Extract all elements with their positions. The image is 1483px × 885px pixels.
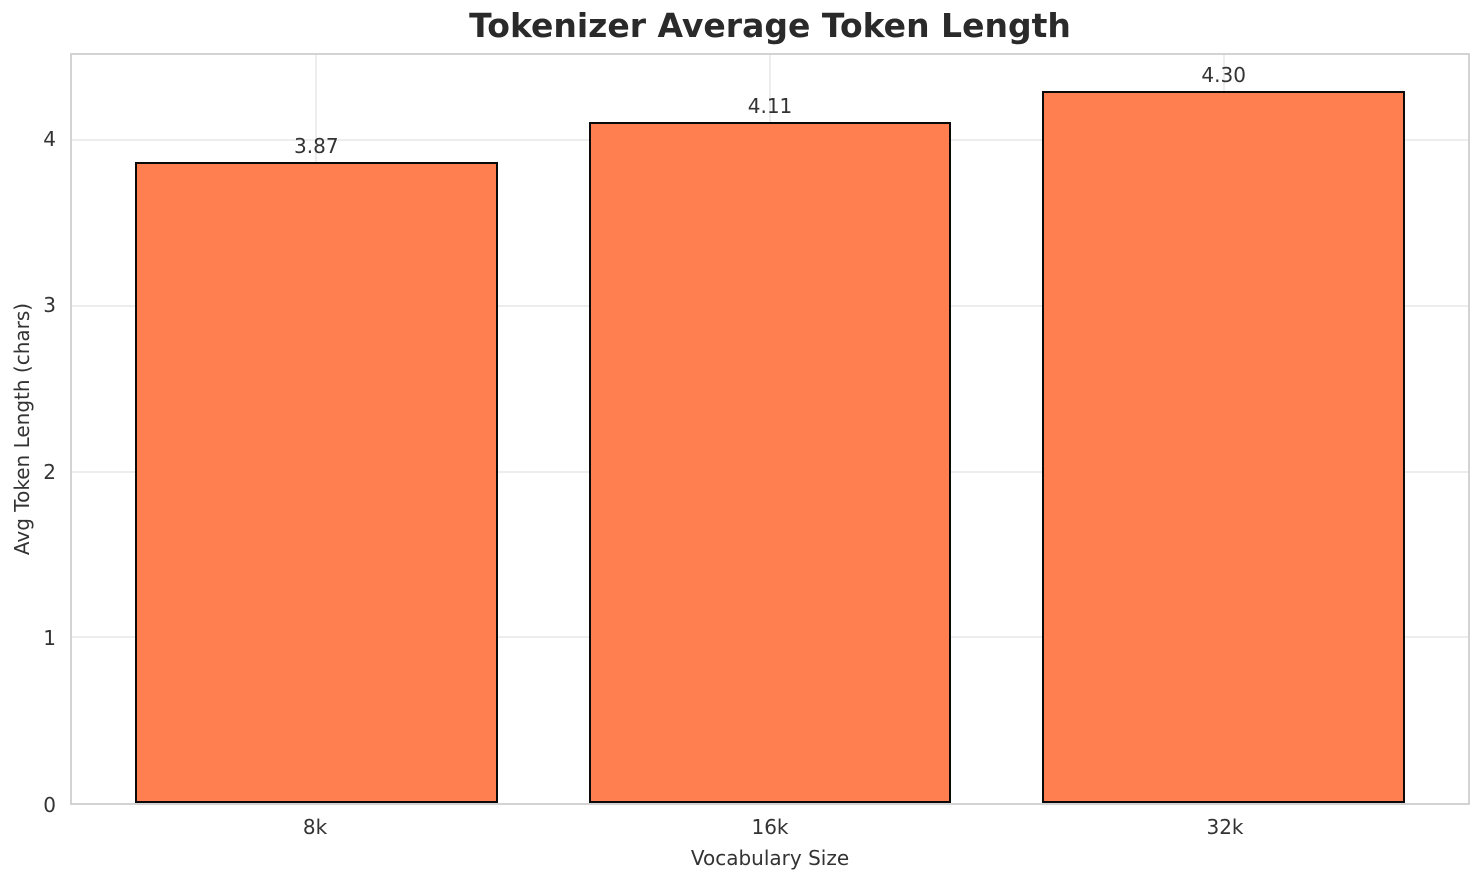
bar-16k bbox=[588, 122, 952, 803]
x-tick-label: 8k bbox=[302, 815, 328, 839]
plot-area: 3.87 4.11 4.30 bbox=[70, 53, 1470, 805]
x-tick-label: 32k bbox=[1206, 815, 1244, 839]
bar-8k bbox=[134, 161, 498, 803]
bar-value-label: 4.30 bbox=[1201, 62, 1246, 87]
chart-title: Tokenizer Average Token Length bbox=[469, 6, 1071, 45]
bar-32k bbox=[1042, 90, 1406, 803]
y-tick-label: 3 bbox=[43, 293, 56, 318]
bar-value-label: 4.11 bbox=[747, 94, 793, 119]
y-tick-label: 0 bbox=[43, 793, 56, 817]
y-tick-label: 2 bbox=[43, 459, 56, 484]
x-axis-label: Vocabulary Size bbox=[690, 846, 850, 870]
x-tick-label: 16k bbox=[751, 815, 789, 839]
y-axis-label: Avg Token Length (chars) bbox=[10, 302, 34, 556]
bar-value-label: 3.87 bbox=[294, 133, 339, 158]
y-tick-label: 1 bbox=[43, 626, 56, 651]
y-tick-label: 4 bbox=[43, 126, 56, 151]
